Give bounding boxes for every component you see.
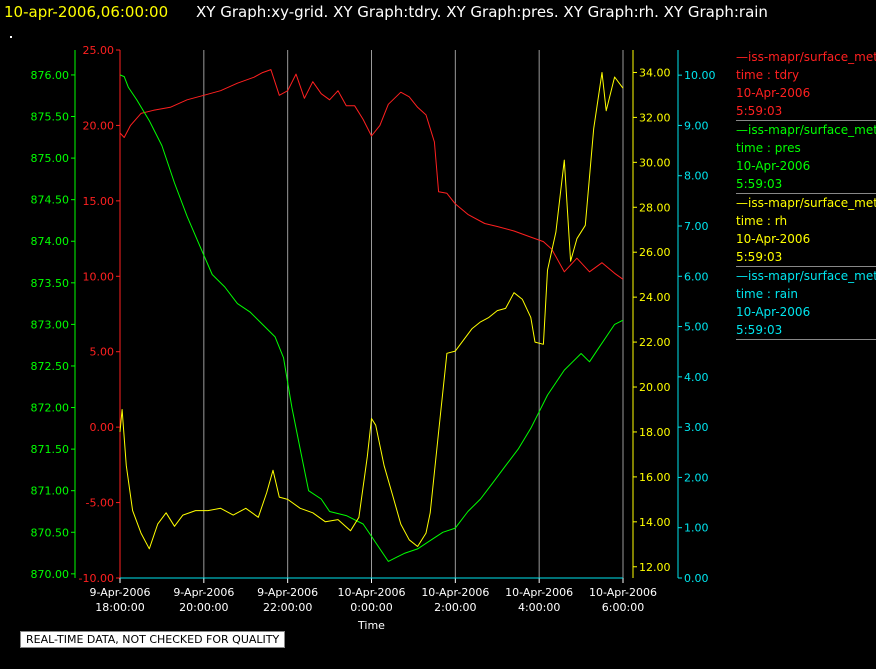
legend-date: 10-Apr-2006 (736, 305, 811, 319)
rh-tick-label: 32.00 (639, 111, 671, 124)
pres-tick-label: 870.00 (31, 568, 70, 581)
rh-tick-label: 34.00 (639, 66, 671, 79)
x-tick-label-time: 18:00:00 (95, 601, 144, 614)
legend-time: 5:59:03 (736, 177, 783, 191)
legend-divider (736, 266, 876, 267)
legend-divider (736, 193, 876, 194)
legend-label: time : rh (736, 214, 788, 228)
rh-tick-label: 22.00 (639, 336, 671, 349)
rh-tick-label: 24.00 (639, 291, 671, 304)
tdry-tick-label: 15.00 (83, 195, 115, 208)
pres-tick-label: 870.50 (31, 526, 70, 539)
legend-divider (736, 339, 876, 340)
tdry-tick-label: -10.00 (79, 572, 114, 585)
legend-date: 10-Apr-2006 (736, 159, 811, 173)
series-line-rh (119, 72, 624, 550)
pres-tick-label: 874.00 (31, 235, 70, 248)
x-tick-label-date: 9-Apr-2006 (173, 586, 234, 599)
pres-tick-label: 876.00 (31, 69, 70, 82)
x-tick-label-date: 10-Apr-2006 (505, 586, 573, 599)
rh-tick-label: 12.00 (639, 561, 671, 574)
rh-tick-label: 14.00 (639, 516, 671, 529)
x-tick-label-time: 2:00:00 (434, 601, 476, 614)
x-tick-label-date: 10-Apr-2006 (337, 586, 405, 599)
legend-date: 10-Apr-2006 (736, 86, 811, 100)
pres-tick-label: 871.50 (31, 443, 70, 456)
rain-tick-label: 7.00 (684, 220, 709, 233)
pres-tick-label: 872.00 (31, 402, 70, 415)
x-tick-label-time: 0:00:00 (350, 601, 392, 614)
rh-tick-label: 28.00 (639, 201, 671, 214)
pres-tick-label: 873.00 (31, 318, 70, 331)
header-graph-titles: XY Graph:xy-grid. XY Graph:tdry. XY Grap… (196, 3, 768, 21)
tdry-tick-label: 25.00 (83, 44, 115, 57)
tdry-tick-label: 10.00 (83, 270, 115, 283)
rain-tick-label: 10.00 (684, 69, 716, 82)
legend-source: —iss-mapr/surface_met (736, 50, 876, 64)
x-tick-label-time: 20:00:00 (179, 601, 228, 614)
rain-tick-label: 9.00 (684, 119, 709, 132)
legend-time: 5:59:03 (736, 104, 783, 118)
rain-tick-label: 5.00 (684, 321, 709, 334)
legend-source: —iss-mapr/surface_met (736, 269, 876, 283)
graph-header: 10-apr-2006,06:00:00 XY Graph:xy-grid. X… (0, 0, 876, 28)
rain-tick-label: 6.00 (684, 270, 709, 283)
rain-tick-label: 4.00 (684, 371, 709, 384)
legend-label: time : rain (736, 287, 799, 301)
legend-date: 10-Apr-2006 (736, 232, 811, 246)
x-tick-label-date: 10-Apr-2006 (421, 586, 489, 599)
pres-tick-label: 872.50 (31, 360, 70, 373)
series-line-tdry (119, 69, 624, 280)
tdry-tick-label: 0.00 (90, 421, 115, 434)
x-tick-label-time: 6:00:00 (602, 601, 644, 614)
x-axis-title: Time (357, 619, 385, 632)
legend-time: 5:59:03 (736, 250, 783, 264)
cursor-dot (10, 36, 12, 38)
rain-tick-label: 2.00 (684, 471, 709, 484)
legend-label: time : pres (736, 141, 801, 155)
legend: —iss-mapr/surface_met time : tdry 10-Apr-2… (736, 48, 876, 340)
tdry-tick-label: 5.00 (90, 346, 115, 359)
pres-tick-label: 875.00 (31, 152, 70, 165)
rh-tick-label: 20.00 (639, 381, 671, 394)
tdry-tick-label: 20.00 (83, 119, 115, 132)
x-tick-label-date: 9-Apr-2006 (257, 586, 318, 599)
rh-tick-label: 18.00 (639, 426, 671, 439)
legend-source: —iss-mapr/surface_met (736, 196, 876, 210)
rain-tick-label: 3.00 (684, 421, 709, 434)
pres-tick-label: 871.00 (31, 485, 70, 498)
tdry-tick-label: -5.00 (86, 497, 114, 510)
legend-divider (736, 120, 876, 121)
legend-source: —iss-mapr/surface_met (736, 123, 876, 137)
quality-notice: REAL-TIME DATA, NOT CHECKED FOR QUALITY (20, 631, 286, 648)
pres-tick-label: 874.50 (31, 194, 70, 207)
rain-tick-label: 8.00 (684, 170, 709, 183)
legend-label: time : tdry (736, 68, 800, 82)
pres-tick-label: 875.50 (31, 111, 70, 124)
x-tick-label-date: 9-Apr-2006 (89, 586, 150, 599)
rain-tick-label: 1.00 (684, 522, 709, 535)
series-line-pres (119, 74, 624, 562)
legend-time: 5:59:03 (736, 323, 783, 337)
rh-tick-label: 30.00 (639, 156, 671, 169)
rh-tick-label: 26.00 (639, 246, 671, 259)
x-tick-label-date: 10-Apr-2006 (589, 586, 657, 599)
rh-tick-label: 16.00 (639, 471, 671, 484)
pres-tick-label: 873.50 (31, 277, 70, 290)
x-tick-label-time: 22:00:00 (263, 601, 312, 614)
rain-tick-label: 0.00 (684, 572, 709, 585)
x-tick-label-time: 4:00:00 (518, 601, 560, 614)
header-timestamp: 10-apr-2006,06:00:00 (4, 3, 169, 21)
